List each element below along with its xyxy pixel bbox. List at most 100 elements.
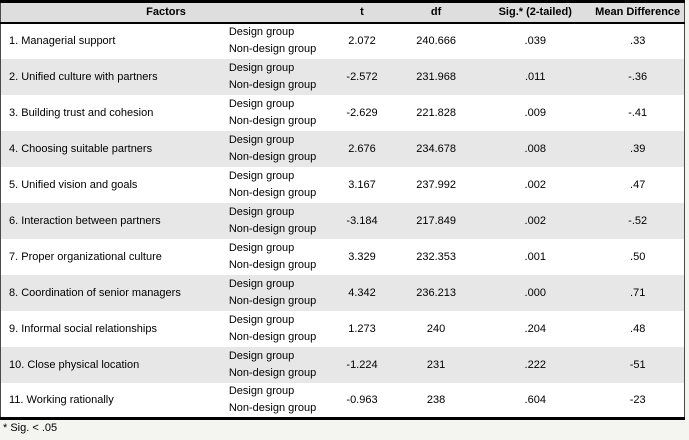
table-header-row: Factors t df Sig.* (2-tailed) Mean Diffe… <box>0 1 685 24</box>
factor-cell: 6. Interaction between partners <box>0 202 221 239</box>
mean-difference-cell: -.52 <box>591 202 685 239</box>
non-design-group-label: Non-design group <box>228 114 317 127</box>
table-row: 8. Coordination of senior managers Design… <box>0 274 685 311</box>
t-value-cell: -2.572 <box>330 58 394 95</box>
sig-value-cell: .002 <box>479 166 592 203</box>
header-df: df <box>393 1 480 24</box>
ttest-results-table: Factors t df Sig.* (2-tailed) Mean Diffe… <box>0 0 685 420</box>
design-group-label: Design group <box>228 97 295 110</box>
design-group-label: Design group <box>228 26 295 38</box>
header-mean-difference: Mean Difference <box>591 1 685 24</box>
t-value-cell: 2.072 <box>330 22 394 59</box>
table-row: 7. Proper organizational culture Design g… <box>0 238 685 275</box>
factor-cell: 8. Coordination of senior managers <box>0 274 221 311</box>
t-value-cell: -3.184 <box>330 202 394 239</box>
non-design-group-label: Non-design group <box>228 186 317 199</box>
group-cell: Design group Non-design group <box>220 94 331 131</box>
factor-cell: 3. Building trust and cohesion <box>0 94 221 131</box>
sig-value-cell: .204 <box>479 310 592 347</box>
group-cell: Design group Non-design group <box>220 22 331 59</box>
sig-value-cell: .011 <box>479 58 592 95</box>
table-row: 5. Unified vision and goals Design group N… <box>0 166 685 203</box>
non-design-group-label: Non-design group <box>228 330 317 343</box>
factor-cell: 9. Informal social relationships <box>0 310 221 347</box>
group-cell: Design group Non-design group <box>220 310 331 347</box>
header-factors: Factors <box>0 1 331 24</box>
non-design-group-label: Non-design group <box>228 401 317 414</box>
df-value-cell: 240.666 <box>393 22 480 59</box>
t-value-cell: 2.676 <box>330 130 394 167</box>
design-group-label: Design group <box>228 313 295 326</box>
group-cell: Design group Non-design group <box>220 130 331 167</box>
non-design-group-label: Non-design group <box>228 294 317 307</box>
factor-cell: 2. Unified culture with partners <box>0 58 221 95</box>
t-value-cell: 1.273 <box>330 310 394 347</box>
header-t: t <box>330 1 394 24</box>
group-cell: Design group Non-design group <box>220 346 331 383</box>
significance-footnote: * Sig. < .05 <box>0 420 685 434</box>
sig-value-cell: .008 <box>479 130 592 167</box>
non-design-group-label: Non-design group <box>228 366 317 379</box>
t-value-cell: -0.963 <box>330 382 394 419</box>
non-design-group-label: Non-design group <box>228 222 317 235</box>
non-design-group-label: Non-design group <box>228 258 317 271</box>
design-group-label: Design group <box>228 61 295 74</box>
mean-difference-cell: .33 <box>591 22 685 59</box>
sig-value-cell: .002 <box>479 202 592 239</box>
df-value-cell: 240 <box>393 310 480 347</box>
df-value-cell: 232.353 <box>393 238 480 275</box>
design-group-label: Design group <box>228 133 295 146</box>
table-row: 4. Choosing suitable partners Design grou… <box>0 130 685 167</box>
table-body: 1. Managerial support Design group Non-des… <box>0 22 685 419</box>
group-cell: Design group Non-design group <box>220 202 331 239</box>
df-value-cell: 217.849 <box>393 202 480 239</box>
df-value-cell: 238 <box>393 382 480 419</box>
mean-difference-cell: .48 <box>591 310 685 347</box>
df-value-cell: 234.678 <box>393 130 480 167</box>
t-value-cell: 4.342 <box>330 274 394 311</box>
factor-cell: 4. Choosing suitable partners <box>0 130 221 167</box>
design-group-label: Design group <box>228 277 295 290</box>
sig-value-cell: .009 <box>479 94 592 131</box>
factor-cell: 11. Working rationally <box>0 382 221 419</box>
non-design-group-label: Non-design group <box>228 43 317 55</box>
sig-value-cell: .039 <box>479 22 592 59</box>
design-group-label: Design group <box>228 349 295 362</box>
df-value-cell: 236.213 <box>393 274 480 311</box>
header-sig: Sig.* (2-tailed) <box>479 1 592 24</box>
factor-cell: 1. Managerial support <box>0 22 221 59</box>
df-value-cell: 231.968 <box>393 58 480 95</box>
factor-cell: 5. Unified vision and goals <box>0 166 221 203</box>
t-value-cell: -1.224 <box>330 346 394 383</box>
table-row: 9. Informal social relationships Design g… <box>0 310 685 347</box>
table-row: 1. Managerial support Design group Non-des… <box>0 22 685 59</box>
t-value-cell: -2.629 <box>330 94 394 131</box>
non-design-group-label: Non-design group <box>228 78 317 91</box>
df-value-cell: 237.992 <box>393 166 480 203</box>
design-group-label: Design group <box>228 384 295 397</box>
group-cell: Design group Non-design group <box>220 274 331 311</box>
mean-difference-cell: .71 <box>591 274 685 311</box>
design-group-label: Design group <box>228 241 295 254</box>
factor-cell: 10. Close physical location <box>0 346 221 383</box>
mean-difference-cell: .47 <box>591 166 685 203</box>
t-value-cell: 3.329 <box>330 238 394 275</box>
mean-difference-cell: .50 <box>591 238 685 275</box>
df-value-cell: 221.828 <box>393 94 480 131</box>
factor-cell: 7. Proper organizational culture <box>0 238 221 275</box>
table-row: 6. Interaction between partners Design gr… <box>0 202 685 239</box>
t-value-cell: 3.167 <box>330 166 394 203</box>
sig-value-cell: .604 <box>479 382 592 419</box>
mean-difference-cell: -23 <box>591 382 685 419</box>
design-group-label: Design group <box>228 169 295 182</box>
table-row: 10. Close physical location Design group N… <box>0 346 685 383</box>
table-row: 11. Working rationally Design group Non-de… <box>0 382 685 419</box>
group-cell: Design group Non-design group <box>220 382 331 419</box>
mean-difference-cell: -.36 <box>591 58 685 95</box>
group-cell: Design group Non-design group <box>220 166 331 203</box>
table-row: 2. Unified culture with partners Design g… <box>0 58 685 95</box>
sig-value-cell: .222 <box>479 346 592 383</box>
df-value-cell: 231 <box>393 346 480 383</box>
group-cell: Design group Non-design group <box>220 58 331 95</box>
